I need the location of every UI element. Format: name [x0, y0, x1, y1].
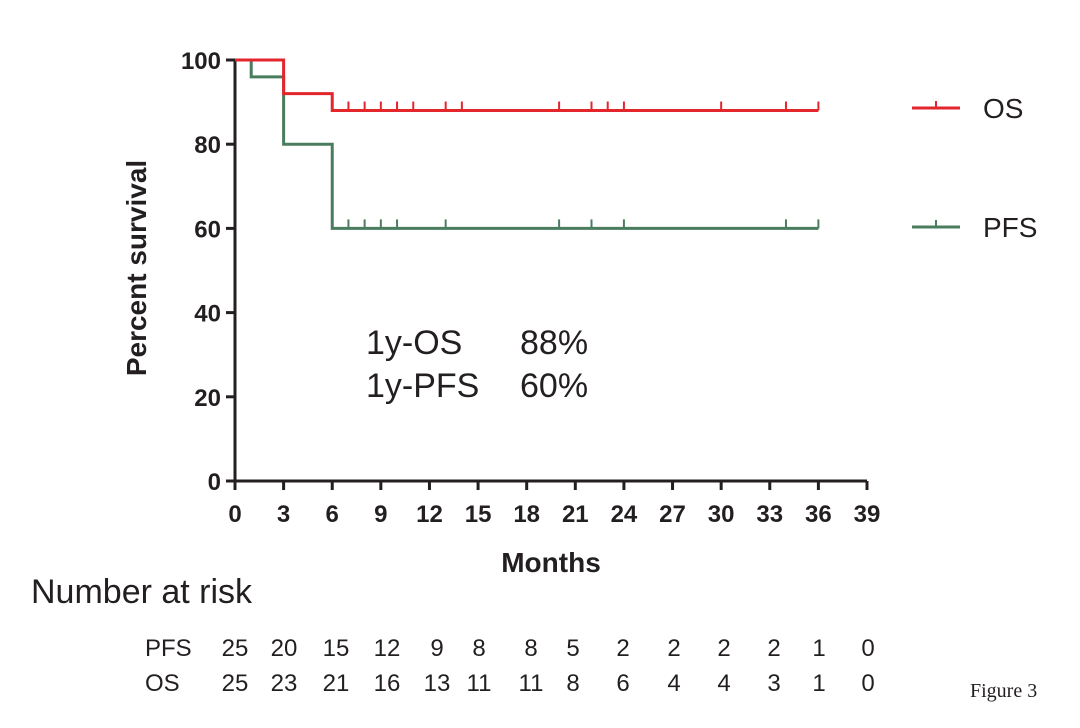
legend-item-os: OS [912, 93, 1023, 124]
y-tick-label: 40 [194, 301, 221, 328]
risk-cell: 20 [271, 635, 298, 662]
risk-row-label-pfs: PFS [145, 635, 192, 662]
y-tick-label: 20 [194, 385, 221, 412]
x-tick-label: 36 [805, 501, 832, 528]
risk-cell: 8 [524, 635, 537, 662]
risk-cell: 11 [519, 670, 544, 697]
risk-cell: 9 [430, 635, 443, 662]
risk-cell: 0 [861, 635, 874, 662]
x-tick-label: 12 [416, 501, 443, 528]
risk-cell: 3 [767, 670, 780, 697]
annotation-pfs-label: 1y-PFS [366, 367, 479, 405]
x-tick-label: 33 [756, 501, 783, 528]
y-tick-label: 60 [194, 216, 221, 243]
y-tick-label: 80 [194, 132, 221, 159]
figure-caption: Figure 3 [970, 680, 1037, 702]
risk-cell: 25 [222, 670, 249, 697]
risk-cell: 12 [374, 635, 401, 662]
risk-cell: 2 [767, 635, 780, 662]
annotation-os-value: 88% [520, 324, 588, 362]
x-tick-label: 30 [708, 501, 735, 528]
x-tick-label: 3 [277, 501, 290, 528]
legend-label-pfs: PFS [983, 212, 1037, 243]
series-pfs [235, 58, 820, 230]
annotation-os-label: 1y-OS [366, 324, 462, 362]
risk-cell: 21 [323, 670, 350, 697]
series-os [235, 58, 820, 113]
risk-cell: 1 [812, 635, 825, 662]
legend-label-os: OS [983, 93, 1023, 124]
x-tick-label: 18 [513, 501, 540, 528]
y-axis-title: Percent survival [121, 160, 152, 376]
risk-cell: 13 [424, 670, 451, 697]
risk-cell: 11 [467, 670, 492, 697]
risk-cell: 2 [616, 635, 629, 662]
risk-cell: 1 [812, 670, 825, 697]
risk-cell: 16 [374, 670, 401, 697]
y-tick-label: 100 [181, 48, 221, 75]
risk-cell: 25 [222, 635, 249, 662]
x-tick-label: 15 [465, 501, 492, 528]
risk-cell: 2 [667, 635, 680, 662]
risk-cell: 23 [271, 670, 298, 697]
survival-line-pfs [235, 58, 819, 230]
risk-cell: 4 [717, 670, 730, 697]
x-tick-label: 21 [562, 501, 589, 528]
annotations: 1y-OS 88% 1y-PFS 60% [366, 324, 588, 405]
x-tick-label: 24 [611, 501, 638, 528]
risk-cell: 0 [861, 670, 874, 697]
survival-line-os [235, 58, 819, 113]
legend: OS PFS [912, 93, 1037, 243]
annotation-pfs-value: 60% [520, 367, 588, 405]
y-ticks: 0 20 40 60 80 100 [181, 48, 235, 496]
y-tick-label: 0 [208, 469, 221, 496]
risk-cell: 8 [472, 635, 485, 662]
risk-cell: 15 [323, 635, 350, 662]
x-tick-label: 0 [228, 501, 241, 528]
x-axis-title: Months [501, 547, 601, 578]
risk-cell: 6 [616, 670, 629, 697]
x-tick-label: 27 [659, 501, 686, 528]
x-tick-label: 39 [854, 501, 881, 528]
series-layer [235, 58, 820, 230]
risk-cell: 5 [566, 635, 579, 662]
x-tick-label: 9 [374, 501, 387, 528]
risk-table-title: Number at risk [31, 573, 253, 611]
x-tick-label: 6 [326, 501, 339, 528]
x-ticks: 0 3 6 9 12 15 18 21 24 27 30 33 36 39 [228, 481, 880, 528]
risk-row-label-os: OS [145, 670, 180, 697]
risk-cell: 8 [566, 670, 579, 697]
risk-cell: 4 [667, 670, 680, 697]
risk-table: PFS OS 25 20 15 12 9 8 8 5 2 2 2 2 1 025 23 21 16 13 11 11 8… [145, 635, 875, 697]
legend-item-pfs: PFS [912, 212, 1037, 243]
risk-cell: 2 [717, 635, 730, 662]
